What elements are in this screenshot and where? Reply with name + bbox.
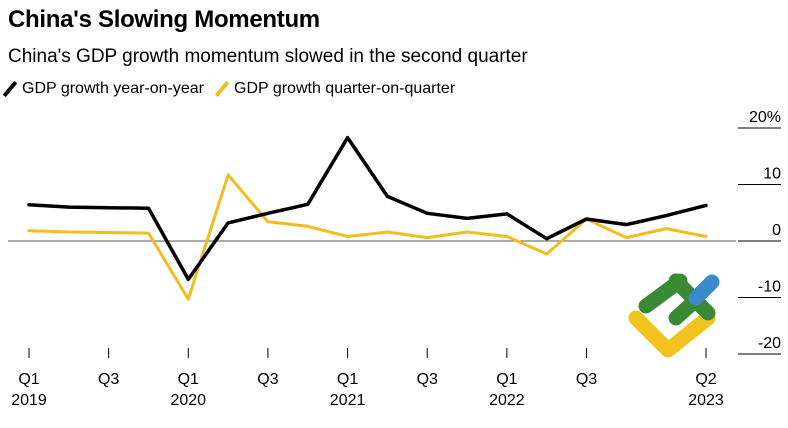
x-tick-label: Q3 [98, 371, 119, 388]
x-tick-year-label: 2021 [330, 392, 366, 409]
legend-label-yoy: GDP growth year-on-year [22, 80, 204, 97]
watermark-yellow-chevron [628, 310, 716, 358]
series-line-yoy [27, 135, 708, 282]
series-layer [27, 135, 708, 301]
legend-label-qoq: GDP growth quarter-on-quarter [234, 80, 456, 97]
y-axis: 20% 10 0 -10 -20 [738, 109, 781, 355]
watermark-blue-stroke [688, 274, 720, 306]
legend-item-yoy: GDP growth year-on-year [2, 80, 204, 98]
legend-item-qoq: GDP growth quarter-on-quarter [214, 80, 456, 98]
x-tick-year-label: 2020 [170, 392, 206, 409]
x-tick-year-label: 2019 [11, 392, 47, 409]
y-tick-label: 0 [772, 222, 781, 239]
x-tick-label: Q1 [496, 371, 517, 388]
watermark-logo [628, 273, 720, 358]
x-tick-label: Q1 [337, 371, 358, 388]
y-tick-label: -10 [758, 279, 781, 296]
y-tick-label: 10 [763, 166, 781, 183]
x-tick-label: Q3 [417, 371, 438, 388]
x-tick-year-label: 2023 [688, 392, 724, 409]
chart-subtitle: China's GDP growth momentum slowed in th… [8, 46, 528, 67]
legend: GDP growth year-on-year GDP growth quart… [2, 80, 471, 98]
x-tick-label: Q2 [695, 371, 716, 388]
y-tick-label: 20% [749, 109, 781, 126]
x-tick-label: Q1 [18, 371, 39, 388]
x-tick-year-label: 2022 [489, 392, 525, 409]
x-tick-label: Q1 [178, 371, 199, 388]
chart-title: China's Slowing Momentum [8, 6, 320, 33]
x-axis: Q1 2019 Q3 Q1 2020 Q3 Q1 2021 Q3 Q1 2022 Q3 Q2 2023 [11, 348, 724, 409]
y-tick-label: -20 [758, 335, 781, 352]
x-tick-label: Q3 [257, 371, 278, 388]
series-line-qoq [27, 173, 708, 301]
x-tick-label: Q3 [576, 371, 597, 388]
